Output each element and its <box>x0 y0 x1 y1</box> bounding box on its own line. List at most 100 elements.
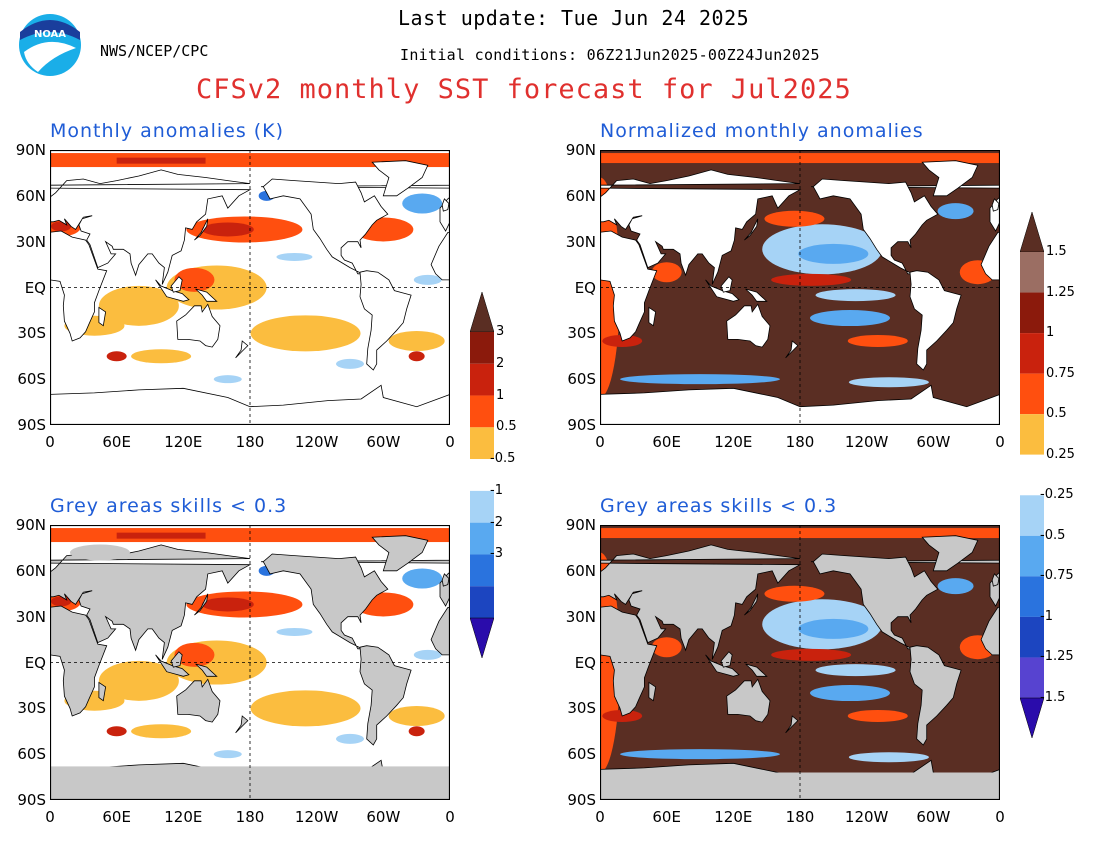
map-grid <box>600 525 1000 800</box>
colorbar-bottom-arrow <box>1020 697 1044 738</box>
lon-label: 60W <box>916 433 951 451</box>
southern-ocean-warm <box>131 724 192 739</box>
landmass-uk <box>441 573 450 587</box>
landmass-south_america <box>909 645 962 746</box>
landmass-australia <box>176 303 221 348</box>
landmass-madagascar <box>648 681 657 702</box>
land-layer <box>50 160 450 425</box>
lon-label: 0 <box>595 808 605 826</box>
southern-strong-b <box>408 351 425 362</box>
landmass-greenland <box>371 160 429 197</box>
landmass-africa-wrap <box>980 231 1000 281</box>
lat-label: 30S <box>567 699 596 718</box>
eq-pac-warm <box>771 648 852 661</box>
landmass-nz <box>235 340 249 359</box>
landmass-madagascar <box>648 306 657 327</box>
colorbar-tick-label: 1.5 <box>1046 244 1067 259</box>
panel-title-skill-left: Grey areas skills < 0.3 <box>50 495 288 517</box>
landmass-new_guinea <box>745 288 768 302</box>
lat-label: 90S <box>567 791 596 809</box>
map-anomalies-skill-bottom-left <box>50 525 450 800</box>
lon-label: 0 <box>595 433 605 451</box>
kuroshio-mix <box>764 585 825 602</box>
colorbar-tick-label: 0.5 <box>496 419 517 435</box>
landmass-uk <box>441 198 450 212</box>
npac-cool-mid <box>798 243 869 264</box>
landmass-australia <box>726 303 771 348</box>
colorbar-segment <box>470 459 494 491</box>
landmass-japan <box>194 218 209 241</box>
colorbar-tick-label: -0.25 <box>1040 487 1074 503</box>
colorbar-segment <box>1020 454 1044 496</box>
landmass-antarctica <box>600 384 1000 425</box>
lat-label: 60N <box>15 561 46 580</box>
landmass-greenland <box>371 535 429 572</box>
lat-label: 60S <box>567 745 596 764</box>
lat-label: 60S <box>567 370 596 389</box>
ross-cool <box>213 750 242 759</box>
indian-warm <box>98 660 179 701</box>
landmass-north_america <box>812 553 939 650</box>
lon-label: 120W <box>844 433 889 451</box>
lon-label: 120W <box>844 808 889 826</box>
epac-cool <box>276 627 313 636</box>
landmass-north_america <box>262 553 389 650</box>
colorbar-segment <box>470 427 494 460</box>
map-normalized-top-right <box>600 150 1000 425</box>
landmass-africa <box>50 605 108 717</box>
colorbar-tick-label: -0.75 <box>1040 568 1074 584</box>
lon-label: 0 <box>445 433 455 451</box>
southern-strong-a <box>106 726 127 737</box>
panel-title-skill-right: Grey areas skills < 0.3 <box>600 495 838 517</box>
colorbar-right <box>1020 212 1044 738</box>
eq-pac-warm <box>771 273 852 286</box>
anomaly-patches <box>50 528 450 759</box>
lat-label: 90N <box>565 141 596 159</box>
colorbar-top-arrow <box>1020 212 1044 253</box>
colorbar-segment <box>1020 292 1044 334</box>
landmass-uk <box>991 198 1000 212</box>
indian-warm <box>98 285 179 326</box>
colorbar-tick-label: 0.25 <box>1046 446 1075 462</box>
noaa-logo: NOAA <box>18 12 82 78</box>
epac-cool <box>276 252 313 261</box>
colorbar-tick-label: 1 <box>1046 325 1055 341</box>
lon-label: 0 <box>45 808 55 826</box>
landmass-new_guinea <box>195 663 218 677</box>
spac-warm <box>250 315 361 352</box>
lat-label: 60S <box>17 370 46 389</box>
lat-label: 30N <box>565 232 596 251</box>
landmass-south_america <box>359 645 412 746</box>
colorbar-segment <box>1020 616 1044 658</box>
lon-label: 60W <box>366 433 401 451</box>
colorbar-tick-label: 3 <box>496 324 505 339</box>
lon-label: 120W <box>294 808 339 826</box>
southern-cool <box>620 374 780 385</box>
landmass-south_america <box>909 270 962 371</box>
lat-label: 30S <box>17 324 46 343</box>
spac-warm-band <box>847 334 908 347</box>
panel-title-anomalies: Monthly anomalies (K) <box>50 120 285 142</box>
southern-strong-b <box>408 726 425 737</box>
southern-cool-b <box>848 377 929 388</box>
lat-label: 90N <box>15 141 46 159</box>
eq-pac-cool <box>815 664 896 677</box>
lon-label: 120E <box>714 433 753 451</box>
colorbar-segment <box>470 586 494 618</box>
npac-strong <box>201 222 254 237</box>
natl-cool <box>937 203 974 220</box>
spac-warm-band <box>847 709 908 722</box>
southern-cool-b <box>848 752 929 763</box>
atl-eq-cool <box>413 649 442 660</box>
colorbar-tick-label: 0.5 <box>1046 406 1067 422</box>
colorbar-segment <box>1020 333 1044 374</box>
colorbar-segment <box>1020 252 1044 293</box>
lon-label: 180 <box>785 808 815 826</box>
initial-conditions-text: Initial conditions: 06Z21Jun2025-00Z24Ju… <box>400 46 820 64</box>
lon-label: 60W <box>366 808 401 826</box>
map-anomalies-top-left <box>50 150 450 425</box>
lat-label: 90S <box>567 416 596 434</box>
colorbar-tick-label: -3 <box>490 546 503 562</box>
arabian-warm <box>651 637 682 658</box>
colorbar-segment <box>470 363 494 396</box>
